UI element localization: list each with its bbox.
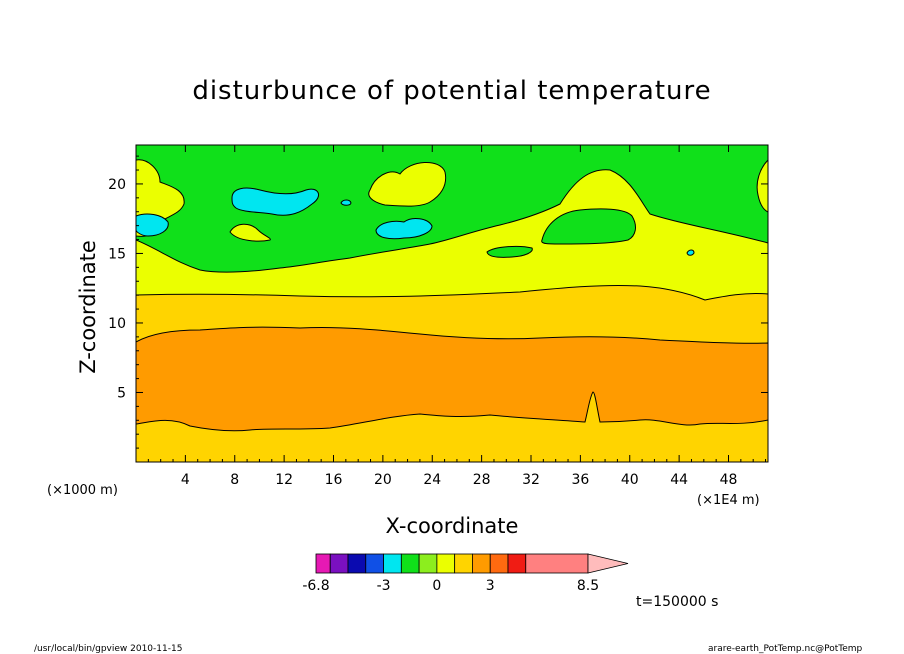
y-tick-label-1: 10 <box>108 316 126 332</box>
colorbar-swatch-3 <box>365 553 384 574</box>
x-axis-unit: (×1E4 m) <box>697 493 760 508</box>
plot-frame <box>135 144 769 463</box>
contour-field <box>136 145 768 462</box>
y-axis-label: Z-coordinate <box>76 240 100 374</box>
x-tick-label-7: 32 <box>522 472 540 488</box>
colorbar-swatch-7 <box>436 553 456 574</box>
colorbar-swatch-0 <box>315 553 331 574</box>
colorbar-label-3: 3 <box>485 578 495 594</box>
footer-right: arare-earth_PotTemp.nc@PotTemp <box>708 644 863 654</box>
field-yellow-patch-upper-right <box>756 159 768 213</box>
x-tick-label-0: 4 <box>181 472 190 488</box>
x-tick-label-5: 24 <box>423 472 441 488</box>
field-cyan-b <box>136 213 169 237</box>
field-green-blob <box>486 245 533 258</box>
field-cyan-e <box>686 249 695 256</box>
x-tick-label-6: 28 <box>473 472 491 488</box>
colorbar-swatch-12 <box>525 553 589 574</box>
y-tick-label-3: 20 <box>108 177 126 193</box>
chart-title: disturbunce of potential temperature <box>192 76 712 106</box>
colorbar-swatch-5 <box>400 553 420 574</box>
colorbar-extend-arrow <box>587 553 629 574</box>
colorbar-swatch-2 <box>347 553 367 574</box>
field-yellow-patch-center <box>368 162 447 207</box>
colorbar-swatch-9 <box>472 553 491 574</box>
colorbar-swatch-10 <box>489 553 509 574</box>
time-label: t=150000 s <box>636 594 719 610</box>
field-green-island <box>541 208 636 245</box>
field-orange-band <box>136 326 768 432</box>
x-tick-label-8: 36 <box>571 472 589 488</box>
y-tick-label-0: 5 <box>117 385 126 401</box>
colorbar <box>315 553 629 574</box>
colorbar-swatch-11 <box>507 553 527 574</box>
colorbar-label-0: -6.8 <box>302 578 330 594</box>
x-tick-label-3: 16 <box>325 472 343 488</box>
colorbar-swatch-4 <box>383 553 402 574</box>
colorbar-swatch-8 <box>454 553 473 574</box>
y-tick-label-2: 15 <box>108 246 126 262</box>
x-tick-label-2: 12 <box>275 472 293 488</box>
field-yellow-patch-small <box>229 223 271 242</box>
footer-left: /usr/local/bin/gpview 2010-11-15 <box>34 644 183 654</box>
x-tick-label-4: 20 <box>374 472 392 488</box>
y-axis-unit: (×1000 m) <box>47 483 118 498</box>
colorbar-label-1: -3 <box>376 578 391 594</box>
x-tick-label-9: 40 <box>621 472 639 488</box>
x-axis-label: X-coordinate <box>385 514 519 538</box>
colorbar-label-2: 0 <box>432 578 442 594</box>
colorbar-label-4: 8.5 <box>576 578 600 594</box>
x-tick-label-11: 48 <box>720 472 738 488</box>
x-tick-label-1: 8 <box>230 472 239 488</box>
field-cyan-c <box>375 218 433 240</box>
field-cyan-d <box>340 199 352 206</box>
x-tick-label-10: 44 <box>670 472 688 488</box>
colorbar-swatch-6 <box>418 553 438 574</box>
colorbar-swatch-1 <box>329 553 349 574</box>
field-cyan-a <box>231 187 320 216</box>
